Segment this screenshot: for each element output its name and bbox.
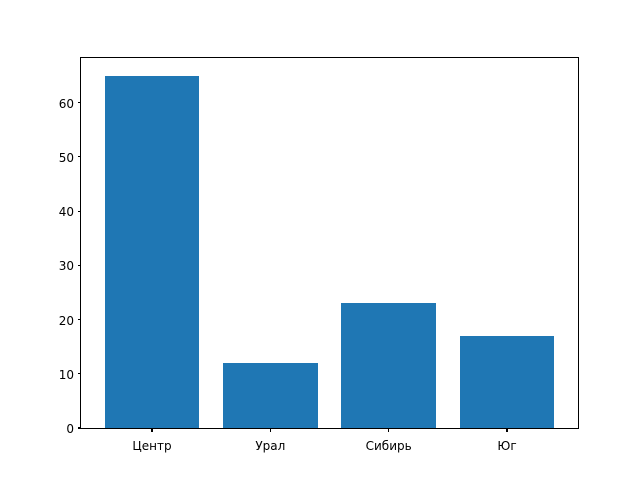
x-tick-mark [151,428,153,432]
y-tick-label: 60 [58,96,74,111]
y-tick-label: 10 [58,367,74,382]
x-tick-label-container: Урал [190,435,350,454]
chart-axes: 0 10 20 30 40 50 60 Центр Урал Сибирь Юг [59,57,579,453]
bar [341,303,436,428]
x-tick-label: Урал [255,439,286,453]
y-tick-mark [77,210,81,212]
y-tick-mark [77,102,81,104]
x-tick-label-container: Сибирь [309,435,469,454]
x-tick-mark [269,428,271,432]
bar [223,362,318,428]
plot-area [81,58,578,428]
x-tick-label-container: Юг [427,435,587,454]
bar [104,75,200,428]
x-tick-label: Юг [497,439,517,453]
y-tick-label: 40 [58,205,74,220]
bar [459,335,555,428]
x-tick-mark [388,428,390,432]
x-tick-label-container: Центр [72,435,232,454]
x-tick-label: Центр [132,439,172,453]
x-tick-mark [506,428,508,432]
y-tick-mark [77,156,81,158]
x-tick-label: Сибирь [365,439,412,453]
y-tick-label: 20 [58,313,74,328]
y-tick-mark [77,373,81,375]
y-tick-mark [77,264,81,266]
y-tick-label: 30 [58,259,74,274]
y-tick-mark [77,427,81,429]
y-tick-mark [77,319,81,321]
y-tick-label: 50 [58,150,74,165]
y-tick-label: 0 [66,422,74,436]
